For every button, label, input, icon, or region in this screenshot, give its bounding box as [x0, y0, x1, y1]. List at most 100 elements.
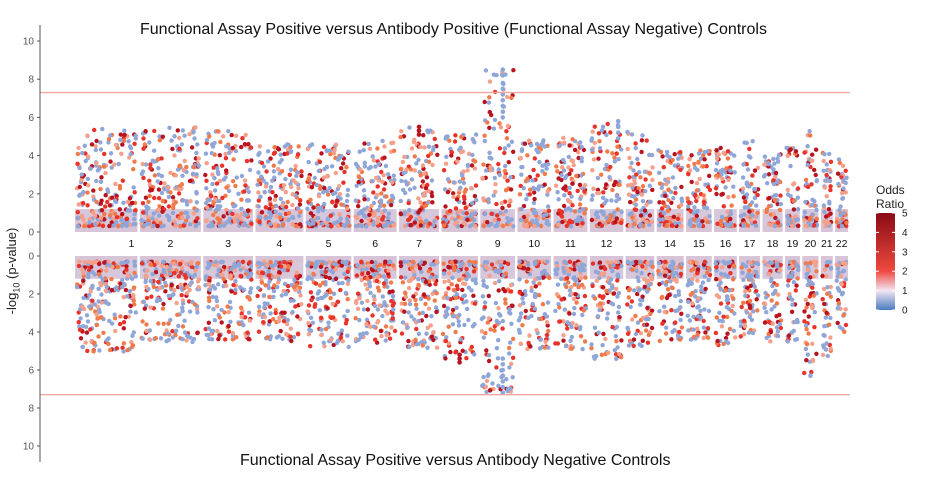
bottom-point-chr-11 — [569, 324, 574, 330]
bottom-point-chr-17 — [743, 264, 749, 269]
top-point-chr-4 — [286, 142, 291, 147]
top-point-chr-2 — [154, 218, 159, 223]
bottom-point-chr-18 — [767, 271, 772, 277]
bottom-point-chr-7 — [412, 272, 417, 277]
top-point-chr-9 — [485, 220, 490, 225]
bottom-point-chr-16 — [727, 326, 733, 332]
bottom-point-chr-4 — [286, 283, 291, 289]
bottom-point-chr-22 — [834, 278, 839, 283]
top-point-chr-22 — [843, 168, 848, 173]
bottom-point-chr-7 — [399, 275, 404, 280]
bottom-point-chr-16 — [717, 318, 722, 323]
bottom-point-chr-8 — [443, 338, 449, 344]
top-point-chr-1 — [107, 223, 112, 229]
bottom-point-chr-8 — [446, 278, 451, 284]
bottom-point-chr-7 — [400, 320, 406, 325]
bottom-point-chr-7 — [407, 344, 412, 350]
bottom-point-chr-3 — [237, 321, 242, 327]
top-point-chr-7 — [407, 187, 413, 192]
top-point-chr-10 — [528, 187, 533, 192]
bottom-point-chr-14 — [671, 277, 676, 282]
top-point-chr-12 — [601, 212, 606, 217]
bottom-point-chr-13 — [645, 305, 650, 311]
bottom-point-chr-9 — [486, 353, 492, 358]
bottom-point-chr-18 — [778, 325, 784, 331]
top-point-chr-9 — [492, 117, 498, 123]
top-point-chr-7 — [412, 220, 417, 225]
bottom-point-chr-20 — [805, 301, 810, 307]
top-point-chr-3 — [223, 156, 229, 161]
bottom-point-chr-6 — [369, 259, 374, 265]
top-point-chr-14 — [669, 200, 674, 205]
top-baseline-chr-11 — [553, 225, 588, 232]
bottom-point-chr-1 — [121, 295, 127, 300]
bottom-point-chr-7 — [428, 323, 433, 328]
bottom-point-chr-8 — [445, 306, 450, 311]
top-point-chr-4 — [270, 190, 275, 195]
top-point-chr-13 — [629, 132, 635, 137]
bottom-point-chr-5 — [333, 267, 338, 272]
bottom-point-chr-12 — [616, 290, 622, 296]
bottom-point-chr-1 — [109, 287, 115, 293]
top-point-chr-6 — [378, 199, 384, 204]
bottom-point-chr-5 — [338, 287, 343, 293]
top-point-chr-14 — [666, 198, 671, 203]
bottom-point-chr-19 — [794, 283, 799, 288]
bottom-point-chr-5 — [345, 269, 350, 274]
bottom-point-chr-5 — [346, 344, 351, 350]
top-point-chr-2 — [181, 198, 186, 203]
bottom-point-chr-2 — [172, 270, 177, 276]
bottom-baseline-chr-14 — [656, 256, 684, 263]
bottom-point-chr-9 — [500, 326, 505, 331]
bottom-point-chr-12 — [615, 278, 620, 283]
bottom-point-chr-10 — [530, 301, 535, 307]
top-point-chr-4 — [258, 215, 263, 220]
top-point-chr-1 — [126, 139, 131, 144]
top-point-chr-2 — [141, 146, 146, 151]
bottom-point-chr-13 — [645, 289, 650, 294]
top-point-chr-22 — [841, 186, 846, 191]
top-point-chr-22 — [836, 224, 842, 229]
bottom-point-chr-14 — [670, 285, 675, 291]
top-point-chr-1 — [132, 216, 137, 222]
bottom-point-chr-10 — [533, 277, 538, 282]
top-point-chr-9 — [491, 193, 496, 198]
top-point-chr-3 — [209, 151, 214, 156]
bottom-point-chr-17 — [746, 330, 752, 335]
top-point-chr-7 — [418, 173, 423, 178]
bottom-point-chr-1 — [89, 260, 95, 265]
bottom-point-chr-5 — [345, 281, 351, 286]
top-point-chr-14 — [676, 212, 681, 218]
bottom-point-chr-15 — [701, 318, 706, 324]
top-point-chr-9 — [502, 168, 508, 174]
bottom-point-chr-9 — [508, 283, 514, 288]
top-point-chr-1 — [98, 147, 104, 152]
top-point-chr-9 — [480, 176, 485, 181]
top-point-chr-3 — [236, 191, 241, 196]
bottom-point-chr-9 — [507, 345, 512, 351]
bottom-point-chr-14 — [657, 338, 662, 344]
bottom-point-chr-4 — [257, 312, 262, 317]
top-point-chr-8 — [460, 173, 465, 178]
top-point-chr-11 — [569, 194, 574, 199]
bottom-point-chr-10 — [518, 311, 524, 316]
top-point-chr-11 — [561, 157, 566, 163]
bottom-point-chr-4 — [298, 316, 303, 322]
bottom-point-chr-1 — [96, 334, 101, 339]
bottom-point-chr-11 — [555, 282, 561, 287]
bottom-point-chr-22 — [835, 306, 840, 311]
top-point-chr-9 — [492, 175, 497, 181]
bottom-point-chr-14 — [660, 321, 665, 326]
bottom-point-chr-3 — [215, 328, 220, 334]
bottom-point-chr-18 — [762, 320, 768, 325]
top-point-chr-14 — [657, 200, 662, 205]
top-point-chr-16 — [728, 221, 734, 226]
top-point-chr-5 — [332, 220, 337, 226]
bottom-baseline-chr-22 — [835, 256, 848, 263]
bottom-point-chr-8 — [443, 356, 448, 361]
bottom-point-chr-20 — [805, 267, 810, 272]
bottom-point-chr-2 — [149, 294, 154, 299]
bottom-point-chr-5 — [322, 344, 327, 349]
top-point-chr-1 — [81, 217, 86, 222]
